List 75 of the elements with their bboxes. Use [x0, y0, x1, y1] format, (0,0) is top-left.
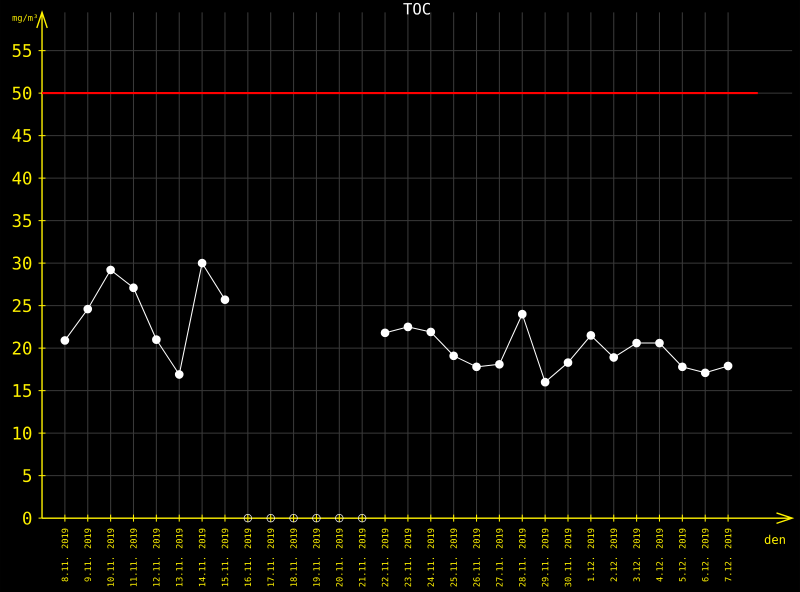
- point: [83, 304, 92, 314]
- x-tick-label: 7.12. 2019: [724, 528, 732, 582]
- x-tick-label: 21.11. 2019: [358, 528, 366, 586]
- x-tick-label: 25.11. 2019: [450, 528, 457, 586]
- x-tick-label: 26.11. 2019: [473, 528, 480, 586]
- point: [655, 338, 664, 348]
- point: [174, 370, 184, 379]
- point: [564, 358, 572, 367]
- x-tick-label: 30.11. 2019: [564, 528, 572, 587]
- x-tick-label: 22.11. 2019: [382, 528, 388, 586]
- point: [700, 368, 710, 378]
- y-tick-label: 10: [14, 426, 32, 440]
- x-tick-label: 28.11. 2019: [518, 528, 526, 586]
- point: [609, 353, 618, 362]
- x-tick-label: 4.12. 2019: [656, 528, 663, 582]
- x-tick-label: 3.12. 2019: [633, 528, 640, 582]
- x-tick-label: 16.11. 2019: [244, 528, 252, 586]
- y-tick-label: 30: [12, 256, 32, 270]
- x-tick-label: 2.12. 2019: [610, 528, 618, 582]
- x-tick-label: 8.11. 2019: [62, 528, 68, 582]
- y-tick-label: 15: [14, 384, 32, 397]
- x-tick-label: 24.11. 2019: [428, 528, 434, 586]
- y-tick-label: 0: [23, 511, 32, 525]
- y-tick-label: 5: [23, 469, 32, 482]
- x-tick-label: 5.12. 2019: [679, 528, 686, 582]
- point: [152, 335, 161, 344]
- x-tick-label: 20.11. 2019: [336, 528, 343, 586]
- point: [426, 328, 436, 336]
- point: [129, 283, 138, 292]
- point: [312, 514, 321, 522]
- point: [586, 330, 596, 340]
- x-tick-label: 14.11. 2019: [198, 528, 206, 586]
- point: [449, 351, 458, 360]
- point: [335, 514, 344, 522]
- y-tick-label: 40: [12, 171, 32, 185]
- x-tick-label: 13.11. 2019: [176, 528, 183, 586]
- point: [632, 338, 641, 348]
- x-tick-label: 29.11. 2019: [542, 528, 548, 586]
- point: [106, 266, 115, 274]
- point: [540, 378, 550, 386]
- point: [495, 360, 504, 369]
- x-tick-label: 27.11. 2019: [496, 528, 503, 586]
- point: [380, 328, 390, 338]
- x-tick-label: 1.12. 2019: [588, 528, 594, 581]
- point: [244, 514, 252, 522]
- x-tick-label: 23.11. 2019: [404, 528, 412, 586]
- y-tick-label: 25: [12, 298, 32, 312]
- x-tick-label: 9.11. 2019: [84, 528, 92, 582]
- point: [289, 514, 298, 522]
- y-tick-label: 35: [12, 214, 32, 228]
- x-tick-label: 18.11. 2019: [290, 528, 297, 586]
- x-tick-label: 15.11. 2019: [222, 528, 228, 586]
- point: [724, 362, 732, 370]
- y-tick-label: 20: [12, 341, 32, 355]
- x-tick-label: 12.11. 2019: [153, 528, 160, 586]
- point: [678, 362, 687, 372]
- y-tick-label: 55: [12, 44, 32, 57]
- x-tick-label: 11.11. 2019: [130, 528, 137, 586]
- x-tick-label: 6.12. 2019: [702, 528, 709, 582]
- x-axis-title: den: [764, 534, 785, 544]
- x-tick-label: 19.11. 2019: [313, 528, 320, 586]
- point: [220, 295, 230, 304]
- y-axis-title: mg/m³: [12, 14, 37, 23]
- point: [60, 336, 70, 345]
- point: [266, 514, 275, 522]
- x-tick-label: 17.11. 2019: [267, 528, 274, 586]
- point: [404, 322, 412, 332]
- y-tick-label: 50: [12, 86, 32, 100]
- point: [472, 362, 481, 372]
- x-tick-label: 10.11. 2019: [107, 528, 114, 586]
- point: [358, 514, 366, 522]
- y-tick-label: 45: [12, 129, 32, 142]
- point: [518, 310, 527, 318]
- chart-title: TOC: [403, 2, 430, 15]
- point: [198, 258, 206, 268]
